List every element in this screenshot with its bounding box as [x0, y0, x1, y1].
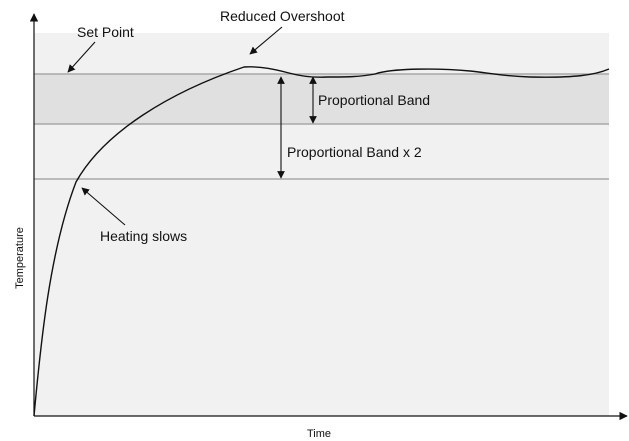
set-point-label: Set Point: [77, 24, 134, 40]
heating-slows-label: Heating slows: [100, 228, 187, 244]
reduced-overshoot-arrow: [249, 26, 283, 55]
set-point-arrow: [67, 41, 96, 73]
proportional-band-label: Proportional Band: [318, 92, 430, 108]
x-axis-label: Time: [307, 428, 331, 440]
y-axis-label: Temperature: [14, 227, 26, 289]
proportional-band-x2-label: Proportional Band x 2: [287, 144, 422, 160]
proportional-band-region: [34, 74, 609, 124]
reduced-overshoot-label: Reduced Overshoot: [220, 8, 345, 24]
temperature-curve: [33, 66, 610, 417]
heating-slows-arrow: [81, 187, 126, 226]
